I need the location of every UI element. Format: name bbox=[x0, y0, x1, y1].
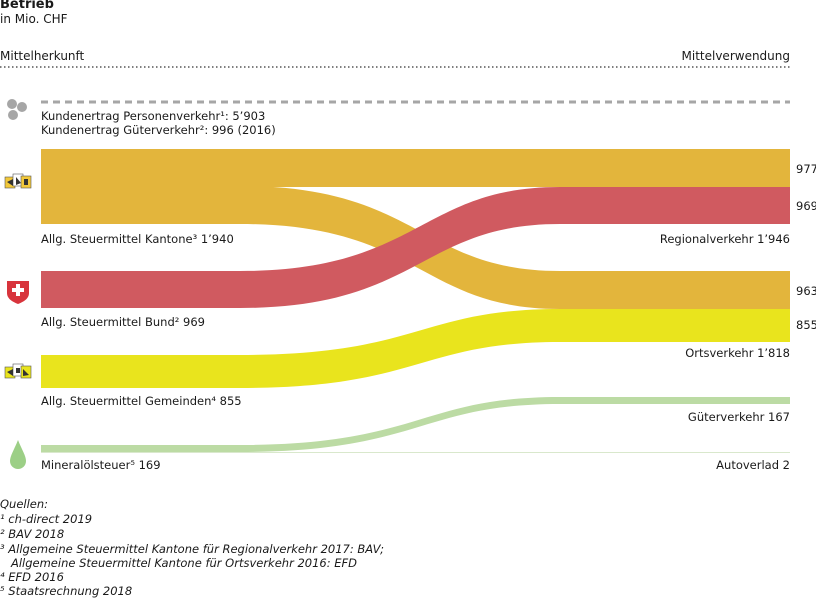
customer-revenue-icon bbox=[7, 99, 27, 120]
use-label-regionalverkehr: Regionalverkehr 1’946 bbox=[659, 232, 790, 246]
footnote-line: ⁴ EFD 2016 bbox=[0, 570, 64, 584]
oil-drop-icon bbox=[10, 440, 26, 469]
footnotes-heading: Quellen: bbox=[0, 497, 49, 511]
flow-bund-regionalverkehr bbox=[41, 187, 790, 308]
flow-value-label: 963 bbox=[796, 284, 816, 298]
flow-kantone-regionalverkehr bbox=[41, 149, 790, 187]
footnote-line: ¹ ch-direct 2019 bbox=[0, 512, 93, 526]
chart-title: Betrieb bbox=[0, 0, 54, 12]
left-heading: Mittelherkunft bbox=[0, 49, 85, 63]
footnote-line: ² BAV 2018 bbox=[0, 527, 65, 541]
footnote-line: ⁵ Staatsrechnung 2018 bbox=[0, 584, 133, 598]
right-heading: Mittelverwendung bbox=[681, 49, 790, 63]
canton-flags-icon bbox=[4, 173, 32, 189]
customer-revenue-freight: Kundenertrag Güterverkehr²: 996 (2016) bbox=[41, 123, 276, 137]
use-label-autoverlad: Autoverlad 2 bbox=[716, 458, 790, 472]
flow-gemeinden-ortsverkehr bbox=[41, 309, 790, 388]
chart-subtitle: in Mio. CHF bbox=[0, 12, 68, 26]
footnote-line: ³ Allgemeine Steuermittel Kantone für Re… bbox=[0, 542, 385, 556]
source-label-mineraloel: Mineralölsteuer⁵ 169 bbox=[41, 458, 161, 472]
source-label-kantone: Allg. Steuermittel Kantone³ 1’940 bbox=[41, 232, 234, 246]
customer-revenue-passenger: Kundenertrag Personenverkehr¹: 5’903 bbox=[41, 109, 266, 123]
source-label-gemeinden: Allg. Steuermittel Gemeinden⁴ 855 bbox=[41, 394, 242, 408]
flow-mineraloel-gueterverkehr bbox=[41, 397, 790, 452]
footnote-line: Allgemeine Steuermittel Kantone für Orts… bbox=[0, 556, 357, 570]
source-label-bund: Allg. Steuermittel Bund² 969 bbox=[41, 315, 205, 329]
municipality-flags-icon bbox=[4, 363, 32, 379]
flow-value-label: 855 bbox=[796, 318, 816, 332]
swiss-cross-icon bbox=[7, 281, 29, 304]
use-label-ortsverkehr: Ortsverkehr 1’818 bbox=[685, 346, 790, 360]
use-label-gueterverkehr: Güterverkehr 167 bbox=[687, 410, 790, 424]
flow-value-label: 969 bbox=[796, 199, 816, 213]
flow-value-label: 977 bbox=[796, 162, 816, 176]
